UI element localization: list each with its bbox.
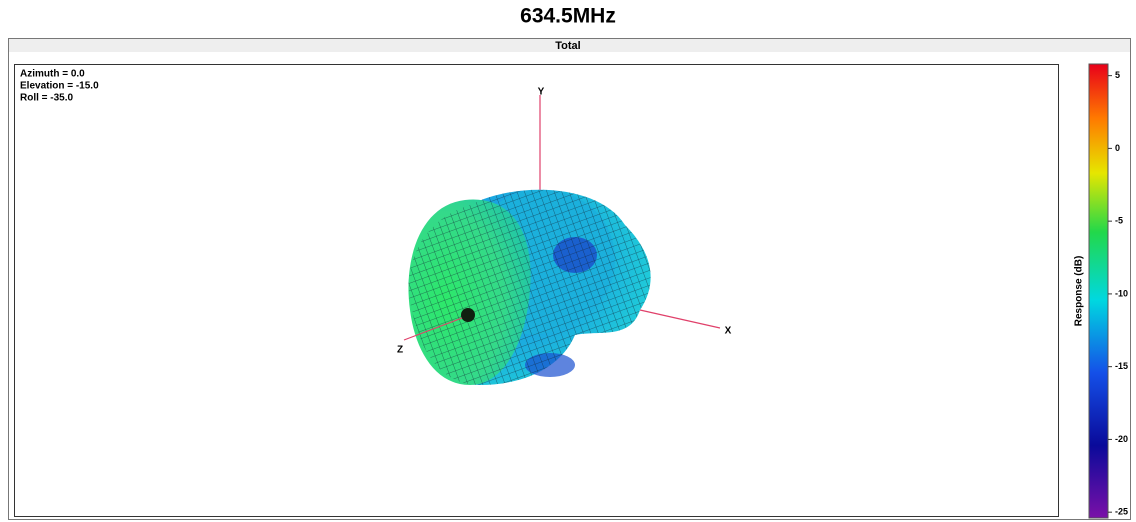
colorbar-tick-label: -15 (1115, 361, 1128, 371)
colorbar-tick-label: -25 (1115, 507, 1128, 517)
panel-title: Total (555, 40, 580, 52)
axis-label: X (725, 326, 732, 337)
axis-label: Z (397, 345, 403, 356)
view-info: Azimuth = 0.0 (20, 69, 85, 80)
colorbar-tick-label: -5 (1115, 216, 1123, 226)
view-info: Elevation = -15.0 (20, 81, 99, 92)
colorbar (1088, 63, 1109, 519)
colorbar-ticks: 5 0 -5 -10 -15 -20 -25 (1108, 70, 1128, 517)
colorbar-tick-label: -20 (1115, 434, 1128, 444)
pattern-surface (403, 95, 721, 385)
view-info: Roll = -35.0 (20, 93, 74, 104)
colorbar-tick-label: 0 (1115, 143, 1120, 153)
panel-header (9, 39, 1130, 52)
chart-title: 634.5MHz (520, 5, 616, 28)
colorbar-label: Response (dB) (1074, 256, 1085, 327)
colorbar-tick-label: -10 (1115, 288, 1128, 298)
colorbar-tick-label: 5 (1115, 70, 1120, 80)
axis-label: Y (538, 87, 545, 98)
